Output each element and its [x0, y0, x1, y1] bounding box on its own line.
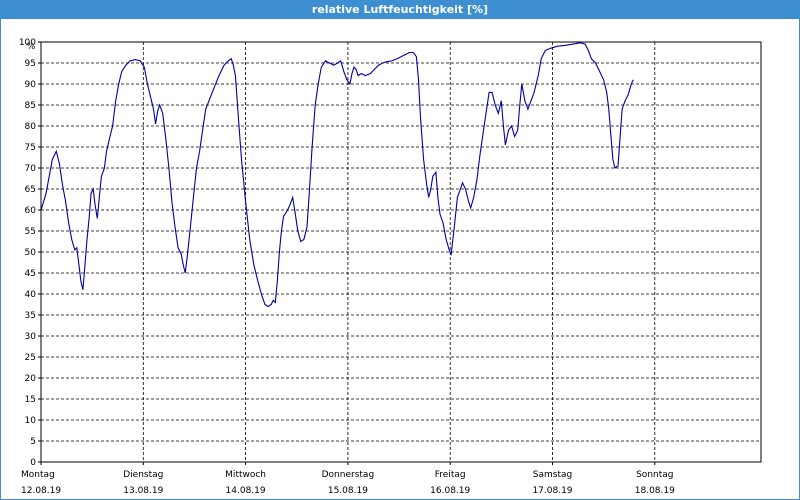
- y-tick-label: 50: [25, 248, 37, 258]
- y-tick-label: 75: [25, 143, 36, 153]
- humidity-chart: 0 5 10 15 20 25 30 35 40 45 50 55 60 65 70 75 80 85 90 95 10…: [19, 38, 762, 496]
- y-tick-label: 45: [25, 269, 36, 279]
- x-tick-date-label: 17.08.19: [532, 486, 572, 496]
- y-tick-label: 5: [30, 437, 36, 447]
- x-tick-day-label: Montag: [21, 470, 55, 480]
- x-tick-date-label: 14.08.19: [226, 486, 266, 496]
- y-tick-label: 15: [25, 395, 36, 405]
- y-tick-label: 10: [25, 416, 37, 426]
- y-tick-label: 35: [25, 311, 36, 321]
- y-tick-label: 60: [25, 206, 37, 216]
- y-tick-label: 65: [25, 185, 36, 195]
- plot-frame: [40, 41, 762, 463]
- x-tick-day-label: Freitag: [435, 470, 466, 480]
- grid-lines: [41, 41, 761, 462]
- x-tick-date-label: 16.08.19: [430, 486, 470, 496]
- y-axis-ticks: 0 5 10 15 20 25 30 35 40 45 50 55 60 65 70 75 80 85 90 95 10…: [19, 38, 41, 468]
- x-tick-date-label: 13.08.19: [123, 486, 163, 496]
- y-tick-label: 0: [30, 458, 36, 468]
- y-tick-label: 40: [25, 290, 37, 300]
- y-tick-label: 95: [25, 59, 36, 69]
- x-tick-day-label: Dienstag: [123, 470, 163, 480]
- x-tick-day-label: Samstag: [533, 470, 572, 480]
- y-tick-label: 30: [25, 332, 37, 342]
- x-tick-day-label: Mittwoch: [225, 470, 266, 480]
- x-tick-date-label: 18.08.19: [635, 486, 675, 496]
- window-title: relative Luftfeuchtigkeit [%]: [1, 1, 799, 19]
- y-tick-label: 25: [25, 353, 36, 363]
- series-line: [40, 42, 634, 308]
- y-tick-label: 90: [25, 80, 37, 90]
- y-tick-label: 80: [25, 122, 37, 132]
- x-tick-day-label: Donnerstag: [322, 470, 375, 480]
- x-tick-date-label: 15.08.19: [328, 486, 368, 496]
- y-tick-label: 70: [25, 164, 37, 174]
- x-tick-day-label: Sonntag: [636, 470, 673, 480]
- y-tick-label: 55: [25, 227, 36, 237]
- x-tick-date-label: 12.08.19: [21, 486, 61, 496]
- y-axis-unit: %: [27, 42, 36, 52]
- y-tick-label: 85: [25, 101, 36, 111]
- y-tick-label: 20: [25, 374, 37, 384]
- x-axis-ticks: Montag 12.08.19 Dienstag 13.08.19 Mittwoch 14…: [21, 462, 675, 496]
- y-tick-label: 100: [19, 38, 36, 48]
